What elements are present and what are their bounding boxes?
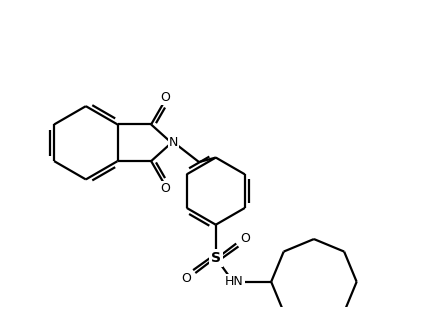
Text: HN: HN bbox=[225, 275, 244, 288]
Text: S: S bbox=[211, 251, 221, 265]
Text: O: O bbox=[160, 181, 170, 194]
Text: N: N bbox=[169, 136, 178, 149]
Text: O: O bbox=[240, 232, 250, 245]
Text: O: O bbox=[181, 272, 191, 285]
Text: O: O bbox=[160, 91, 170, 104]
